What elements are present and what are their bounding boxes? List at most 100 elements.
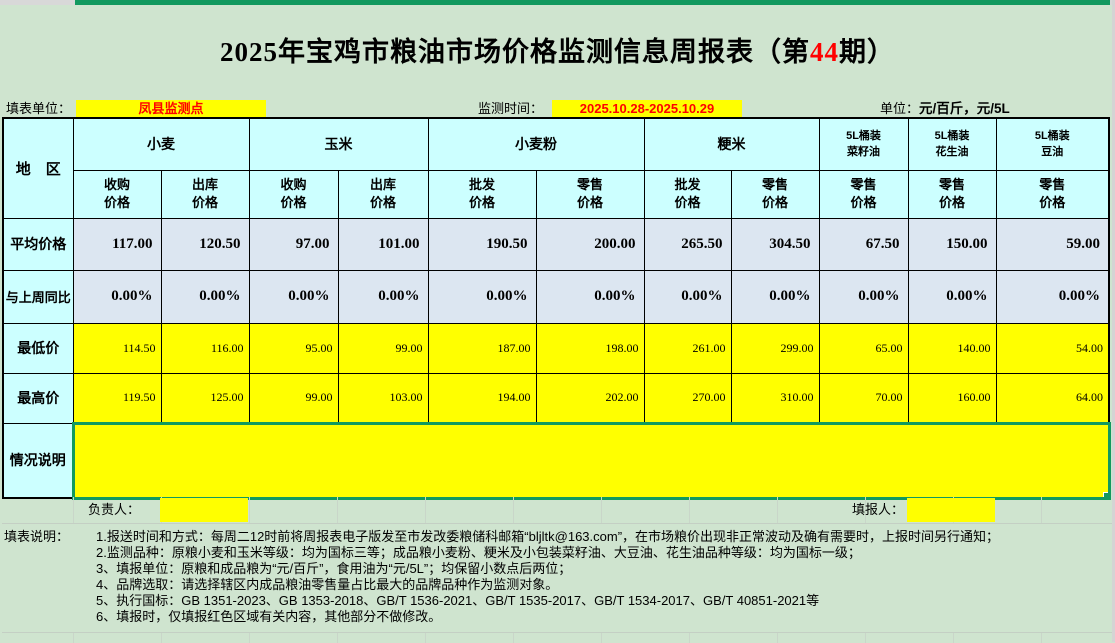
max-price-cell[interactable]: 64.00	[995, 372, 1110, 424]
avg-price-cell[interactable]: 190.50	[427, 217, 537, 271]
wow-pct-cell[interactable]: 0.00%	[818, 269, 909, 324]
wow-pct-cell[interactable]: 0.00%	[72, 269, 162, 324]
max-price-cell[interactable]: 270.00	[643, 372, 732, 424]
signature-row: 负责人： 填报人：	[2, 497, 1112, 524]
min-price-cell[interactable]: 54.00	[995, 322, 1110, 374]
max-price-cell[interactable]: 160.00	[907, 372, 997, 424]
max-price-cell[interactable]: 310.00	[730, 372, 820, 424]
monitor-time-label: 监测时间：	[478, 101, 544, 116]
row-label-average: 平均价格	[2, 217, 74, 271]
avg-price-cell[interactable]: 97.00	[248, 217, 339, 271]
max-price-cell[interactable]: 202.00	[535, 372, 645, 424]
max-price-cell[interactable]: 119.50	[72, 372, 162, 424]
avg-price-cell[interactable]: 101.00	[337, 217, 429, 271]
bottom-gridlines	[2, 632, 1112, 643]
row-label-max: 最高价	[2, 372, 74, 424]
min-price-cell[interactable]: 116.00	[160, 322, 250, 374]
title-suffix: 期）	[839, 37, 895, 67]
wow-pct-cell[interactable]: 0.00%	[160, 269, 250, 324]
note-line: 4、品牌选取：请选择辖区内成品粮油零售量占比最大的品牌品种作为监测对象。	[96, 577, 559, 592]
avg-price-cell[interactable]: 120.50	[160, 217, 250, 271]
avg-price-cell[interactable]: 200.00	[535, 217, 645, 271]
filler-label: 填报人：	[852, 502, 905, 517]
note-line: 3、填报单位：原粮和成品粮为“元/百斤”，食用油为“元/5L”；均保留小数点后两…	[96, 561, 572, 576]
row-label-remarks: 情况说明	[2, 422, 74, 499]
column-group-wheat: 小麦	[72, 117, 250, 171]
wow-pct-cell[interactable]: 0.00%	[248, 269, 339, 324]
monitor-time-value: 2025.10.28-2025.10.29	[579, 101, 715, 116]
min-price-cell[interactable]: 140.00	[907, 322, 997, 374]
wow-pct-cell[interactable]: 0.00%	[730, 269, 820, 324]
max-price-cell[interactable]: 125.00	[160, 372, 250, 424]
min-price-cell[interactable]: 95.00	[248, 322, 339, 374]
week-over-week-row: 与上周同比 0.00% 0.00% 0.00% 0.00% 0.00% 0.00…	[2, 269, 1110, 324]
measure-label: 单位：	[880, 101, 920, 116]
column-group-soybean-oil: 5L桶装 豆油	[995, 117, 1110, 171]
avg-price-cell[interactable]: 150.00	[907, 217, 997, 271]
column-subheader: 零售 价格	[995, 169, 1110, 219]
column-subheader: 收购 价格	[248, 169, 339, 219]
selection-handle[interactable]	[1102, 491, 1106, 495]
column-subheader: 零售 价格	[535, 169, 645, 219]
min-price-cell[interactable]: 261.00	[643, 322, 732, 374]
column-group-rapeseed-oil: 5L桶装 菜籽油	[818, 117, 909, 171]
min-price-cell[interactable]: 198.00	[535, 322, 645, 374]
sheet-right-edge	[1112, 0, 1115, 642]
avg-price-cell[interactable]: 59.00	[995, 217, 1110, 271]
max-price-cell[interactable]: 70.00	[818, 372, 909, 424]
wow-pct-cell[interactable]: 0.00%	[995, 269, 1110, 324]
remarks-cell[interactable]	[71, 421, 1111, 500]
notes-label: 填表说明：	[4, 529, 70, 544]
max-price-cell[interactable]: 103.00	[337, 372, 429, 424]
wow-pct-cell[interactable]: 0.00%	[337, 269, 429, 324]
avg-price-cell[interactable]: 117.00	[72, 217, 162, 271]
page-title: 2025年宝鸡市粮油市场价格监测信息周报表（第44期）	[0, 4, 1115, 100]
row-label-wow: 与上周同比	[2, 269, 74, 324]
reporting-unit-cell[interactable]: 凤县监测点	[76, 100, 266, 117]
form-notes: 填表说明： 1.报送时间和方式：每周二12时前将周报表电子版发至市发改委粮储科邮…	[4, 529, 1109, 625]
max-price-cell[interactable]: 194.00	[427, 372, 537, 424]
avg-price-cell[interactable]: 265.50	[643, 217, 732, 271]
min-price-cell[interactable]: 65.00	[818, 322, 909, 374]
meta-row: 填表单位： 凤县监测点 监测时间： 2025.10.28-2025.10.29 …	[0, 100, 1115, 117]
min-price-cell[interactable]: 99.00	[337, 322, 429, 374]
unit-of-measure: 单位：元/百斤，元/5L	[880, 100, 1010, 117]
column-subheader: 出库 价格	[337, 169, 429, 219]
column-group-corn: 玉米	[248, 117, 429, 171]
note-line: 1.报送时间和方式：每周二12时前将周报表电子版发至市发改委粮储科邮箱“bljl…	[96, 529, 1000, 544]
max-price-row: 最高价 119.50 125.00 99.00 103.00 194.00 20…	[2, 372, 1110, 424]
subheader-row: 收购 价格 出库 价格 收购 价格 出库 价格 批发 价格 零售 价格 批发 价…	[3, 169, 1110, 219]
column-subheader: 零售 价格	[818, 169, 909, 219]
wow-pct-cell[interactable]: 0.00%	[535, 269, 645, 324]
note-line: 2.监测品种：原粮小麦和玉米等级：均为国标三等；成品粮小麦粉、粳米及小包装菜籽油…	[96, 545, 861, 560]
column-subheader: 批发 价格	[643, 169, 732, 219]
title-prefix: 2025年宝鸡市粮油市场价格监测信息周报表（第	[220, 37, 810, 67]
column-subheader: 零售 价格	[907, 169, 997, 219]
column-group-rice: 粳米	[643, 117, 820, 171]
column-subheader: 零售 价格	[730, 169, 820, 219]
average-price-row: 平均价格 117.00 120.50 97.00 101.00 190.50 2…	[2, 217, 1110, 271]
note-line: 6、填报时，仅填报红色区域有关内容，其他部分不做修改。	[96, 609, 442, 624]
manager-label: 负责人：	[88, 502, 141, 517]
max-price-cell[interactable]: 99.00	[248, 372, 339, 424]
wow-pct-cell[interactable]: 0.00%	[427, 269, 537, 324]
min-price-cell[interactable]: 114.50	[72, 322, 162, 374]
column-subheader: 出库 价格	[160, 169, 250, 219]
wow-pct-cell[interactable]: 0.00%	[643, 269, 732, 324]
reporting-unit-value: 凤县监测点	[138, 101, 204, 116]
min-price-cell[interactable]: 187.00	[427, 322, 537, 374]
region-header-cell: 地 区	[2, 117, 74, 219]
selection-top-border	[0, 0, 1115, 5]
wow-pct-cell[interactable]: 0.00%	[907, 269, 997, 324]
manager-input-cell[interactable]	[160, 498, 248, 522]
remarks-row: 情况说明	[2, 421, 1111, 500]
monitor-time-cell[interactable]: 2025.10.28-2025.10.29	[552, 100, 742, 117]
filler-input-cell[interactable]	[907, 498, 995, 522]
group-header-row: 地 区 小麦 玉米 小麦粉 粳米 5L桶装 菜籽油 5L桶装 花生油 5L桶装 …	[2, 117, 1110, 219]
avg-price-cell[interactable]: 304.50	[730, 217, 820, 271]
reporting-unit-label: 填表单位：	[6, 101, 72, 116]
min-price-cell[interactable]: 299.00	[730, 322, 820, 374]
column-group-wheat-flour: 小麦粉	[427, 117, 645, 171]
avg-price-cell[interactable]: 67.50	[818, 217, 909, 271]
